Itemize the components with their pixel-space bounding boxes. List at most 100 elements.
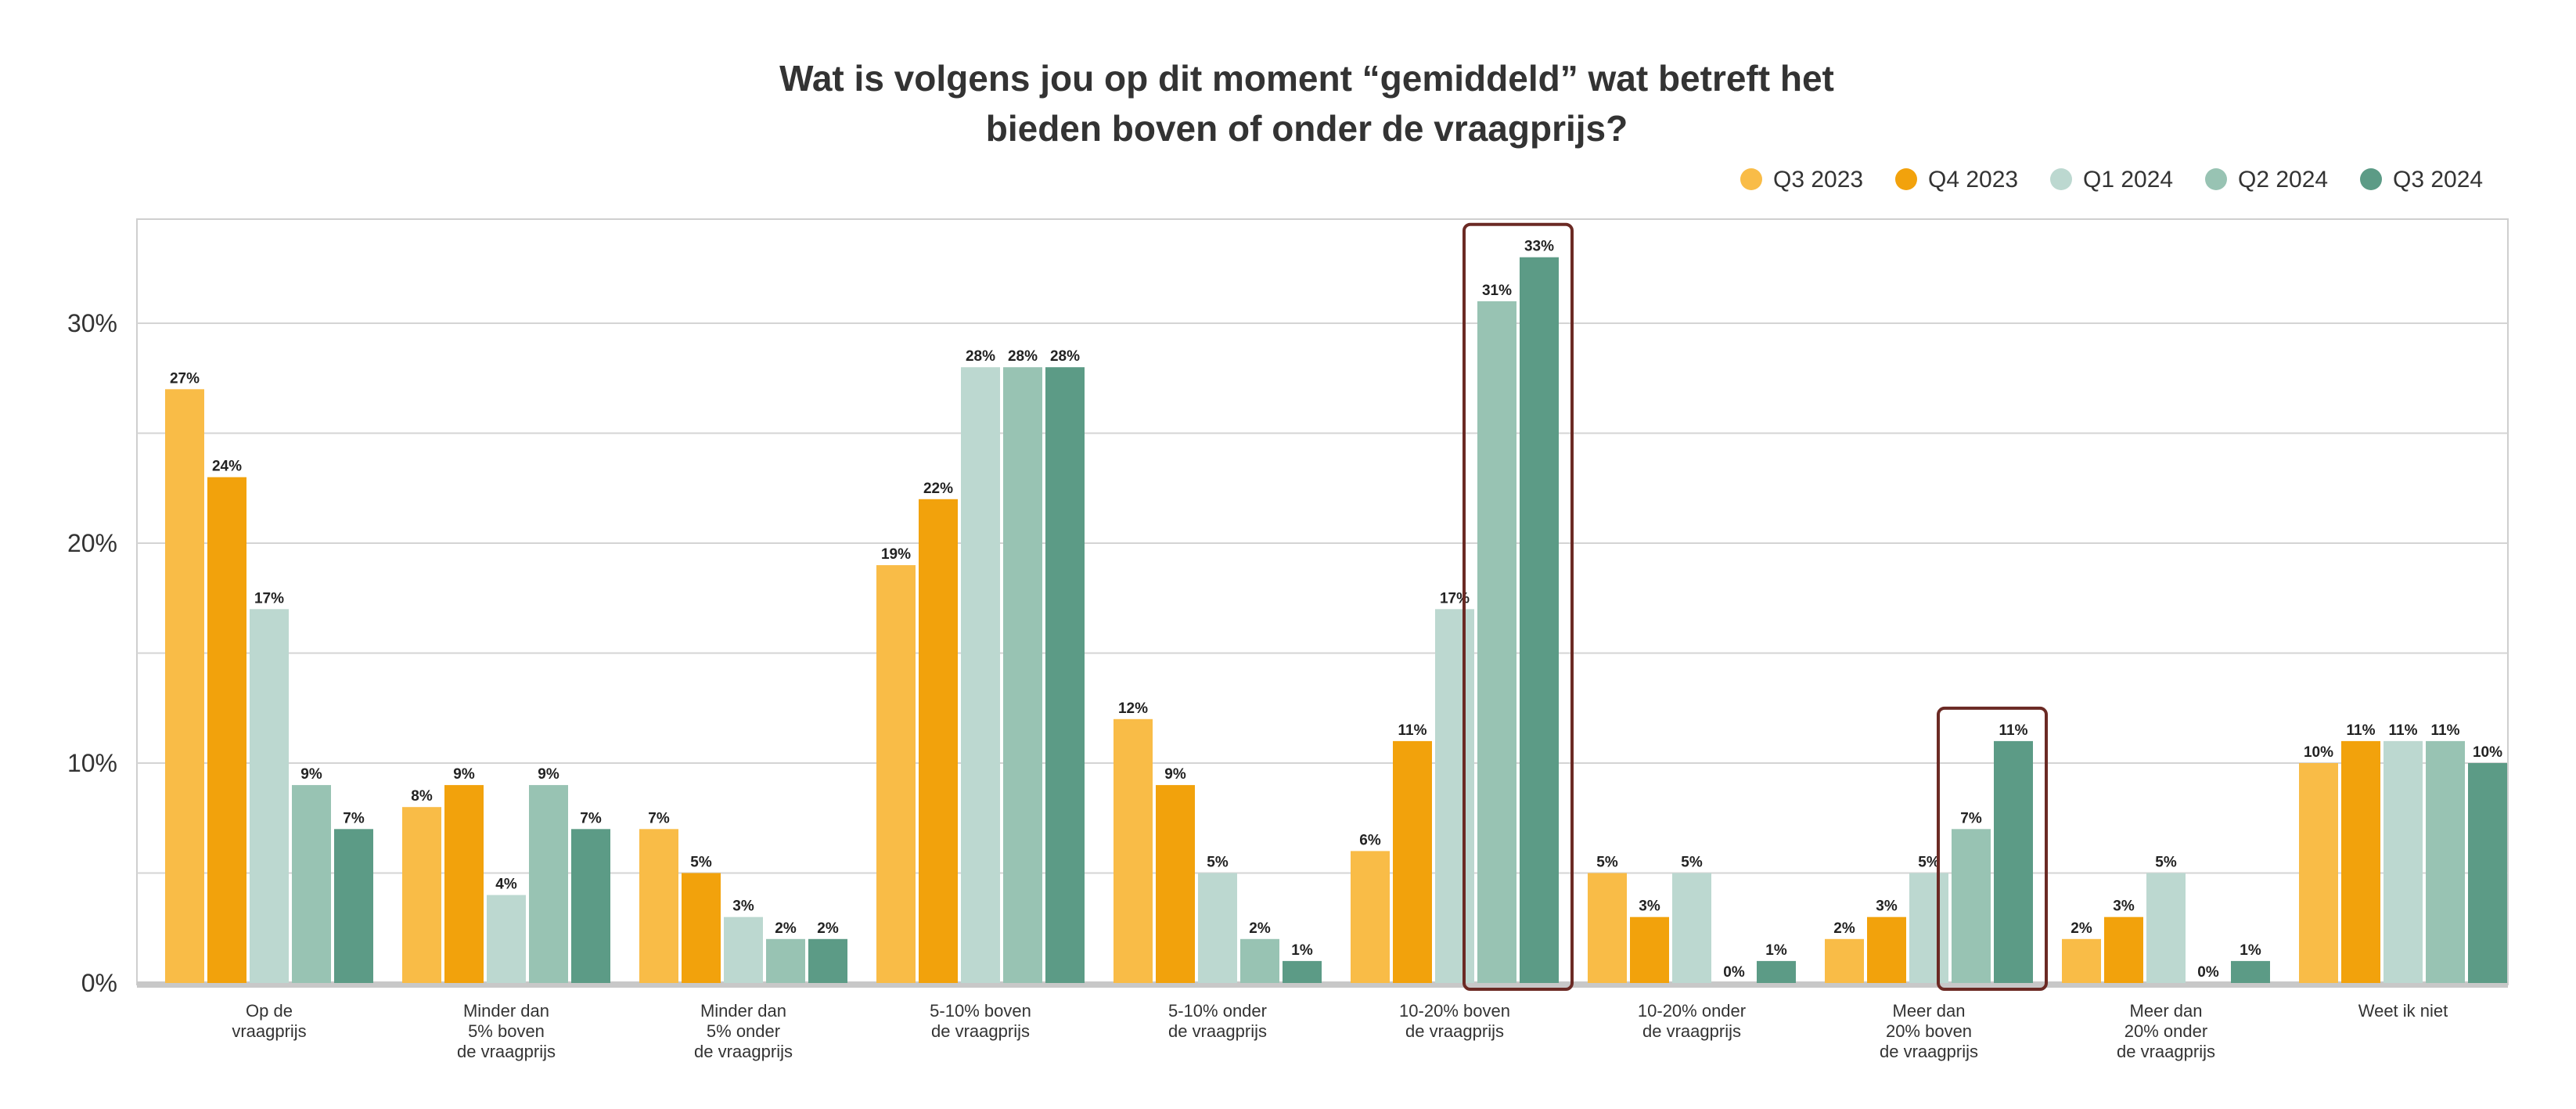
x-tick-label: de vraagprijs: [1880, 1042, 1978, 1061]
bar: [1994, 740, 2033, 983]
data-label: 3%: [2113, 898, 2135, 915]
bar: [529, 785, 568, 983]
x-tick-label: 5-10% boven: [930, 1001, 1031, 1021]
bar: [292, 785, 331, 983]
data-label: 11%: [2431, 722, 2460, 739]
bar: [1630, 916, 1669, 983]
data-label: 5%: [2155, 855, 2177, 871]
bar: [1672, 873, 1711, 983]
x-tick-label: de vraagprijs: [694, 1042, 793, 1061]
bar: [2104, 916, 2143, 983]
data-label: 3%: [1876, 898, 1898, 915]
bar: [876, 565, 916, 983]
bar: [1198, 873, 1237, 983]
data-label: 2%: [2071, 920, 2092, 937]
x-tick-label: Minder dan: [700, 1001, 786, 1021]
y-tick-label: 20%: [67, 529, 117, 557]
bar: [1240, 938, 1279, 983]
legend-marker: [2205, 168, 2227, 190]
y-tick-label: 10%: [67, 749, 117, 777]
plot-frame: [136, 218, 2509, 985]
x-tick-label: Weet ik niet: [2358, 1001, 2448, 1021]
x-tick-label: 10-20% onder: [1638, 1001, 1746, 1021]
data-label: 7%: [1960, 810, 1982, 826]
x-tick-label: vraagprijs: [232, 1021, 306, 1041]
data-label: 3%: [1639, 898, 1660, 915]
data-label: 0%: [1723, 964, 1745, 981]
bar: [639, 829, 678, 983]
x-tick-label: de vraagprijs: [931, 1021, 1030, 1041]
data-label: 3%: [732, 898, 754, 915]
x-tick-label: 5% onder: [707, 1021, 780, 1041]
bar: [487, 895, 526, 983]
data-label: 11%: [1398, 722, 1427, 739]
x-tick-label: Meer dan: [1893, 1001, 1966, 1021]
x-tick-label: Op de: [246, 1001, 293, 1021]
data-label: 7%: [580, 810, 602, 826]
y-tick-label: 30%: [67, 309, 117, 337]
x-tick-label: de vraagprijs: [1168, 1021, 1267, 1041]
bar: [1825, 938, 1864, 983]
data-label: 10%: [2304, 744, 2333, 761]
bar: [250, 609, 289, 983]
data-label: 8%: [411, 788, 433, 805]
x-tick-label: 20% boven: [1886, 1021, 1972, 1041]
data-label: 10%: [2473, 744, 2502, 761]
x-tick-label: 5% boven: [468, 1021, 545, 1041]
data-label: 17%: [1440, 590, 1470, 607]
bar: [766, 938, 805, 983]
bar: [1393, 740, 1432, 983]
bar: [1114, 718, 1153, 983]
bar: [1477, 301, 1516, 983]
data-label: 1%: [1291, 942, 1313, 959]
data-label: 5%: [690, 855, 712, 871]
data-label: 19%: [881, 546, 911, 563]
legend-label: Q3 2023: [1773, 167, 1863, 193]
legend-label: Q4 2023: [1928, 167, 2018, 193]
data-label: 2%: [775, 920, 797, 937]
plot-area: [136, 218, 2509, 985]
x-tick-label: 5-10% onder: [1168, 1001, 1267, 1021]
bar: [1909, 873, 1948, 983]
data-label: 9%: [453, 766, 475, 783]
data-label: 2%: [1249, 920, 1271, 937]
highlight-boxes: [1462, 222, 2048, 992]
data-label: 7%: [648, 810, 670, 826]
bar: [1588, 873, 1627, 983]
data-label: 11%: [2347, 722, 2376, 739]
data-label: 27%: [170, 370, 200, 387]
x-tick-label: 20% onder: [2124, 1021, 2207, 1041]
data-label: 9%: [300, 766, 322, 783]
bar: [2231, 960, 2270, 983]
data-label: 5%: [1596, 855, 1618, 871]
bar: [2062, 938, 2101, 983]
bar: [165, 389, 204, 983]
data-label: 4%: [495, 877, 517, 893]
legend-marker: [1740, 168, 1762, 190]
bar: [1283, 960, 1322, 983]
data-label: 1%: [1765, 942, 1787, 959]
data-labels: 27% 8% 7% 19% 12% 6% 5% 2% 2% 10% 24% 9% 5% 22% 9% 11% 3…: [170, 239, 2502, 981]
bar: [571, 829, 610, 983]
x-tick-label: de vraagprijs: [1642, 1021, 1741, 1041]
bar: [2341, 740, 2380, 983]
data-label: 12%: [1118, 700, 1148, 717]
data-label: 5%: [1681, 855, 1703, 871]
bar: [2426, 740, 2465, 983]
data-label: 31%: [1482, 283, 1512, 299]
bar: [1435, 609, 1474, 983]
highlight-box: [1937, 706, 2048, 992]
x-tick-label: de vraagprijs: [457, 1042, 556, 1061]
bar: [334, 829, 373, 983]
data-label: 5%: [1207, 855, 1229, 871]
legend-marker: [1895, 168, 1917, 190]
data-label: 28%: [966, 348, 995, 365]
highlight-box: [1462, 222, 1574, 991]
data-label: 0%: [2197, 964, 2219, 981]
y-axis: 0% 10% 20% 30%: [67, 309, 117, 997]
data-label: 11%: [1999, 722, 2028, 739]
bar: [402, 807, 441, 983]
data-label: 6%: [1359, 832, 1381, 848]
